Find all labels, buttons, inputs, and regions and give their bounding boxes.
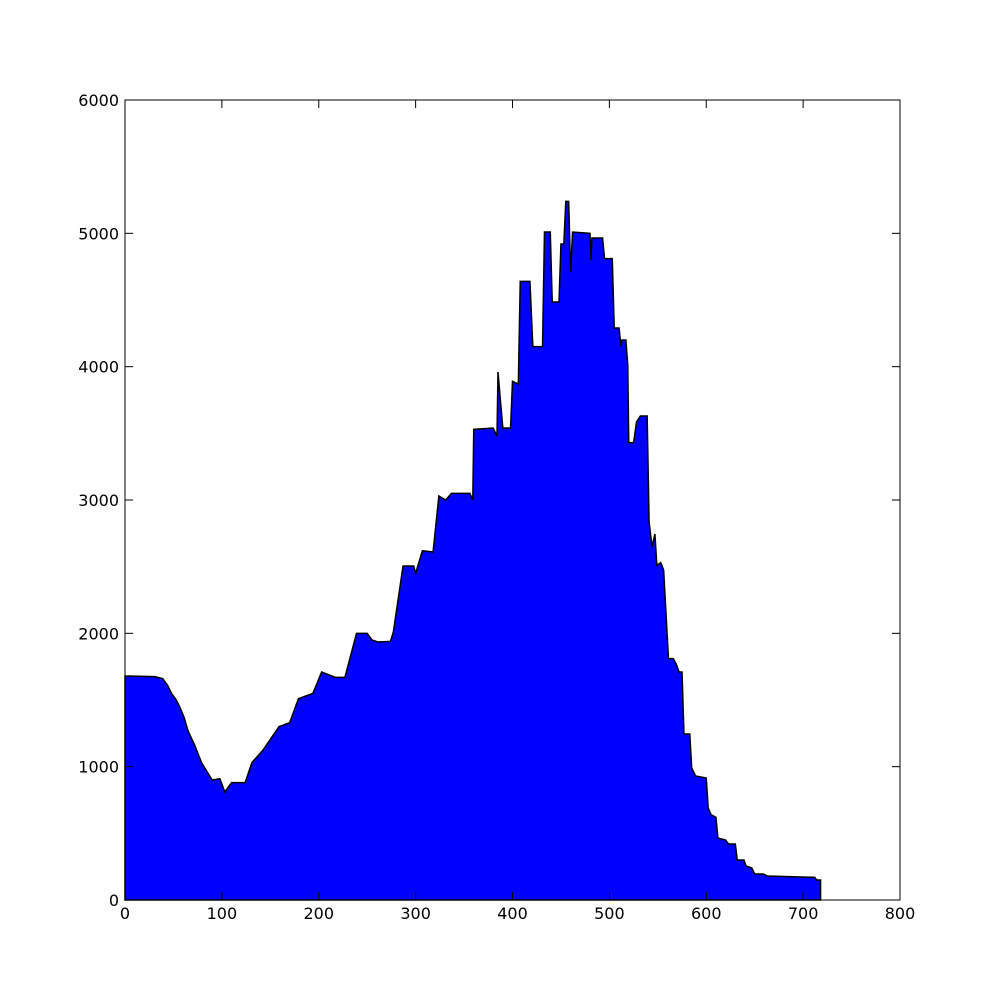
area bbox=[124, 200, 822, 901]
y-tick-label: 3000 bbox=[78, 491, 119, 510]
y-tick-label: 0 bbox=[109, 891, 119, 910]
y-tick-label: 6000 bbox=[78, 91, 119, 110]
y-tick-label: 5000 bbox=[78, 224, 119, 243]
x-tick-label: 100 bbox=[207, 904, 238, 923]
x-tick-label: 500 bbox=[594, 904, 625, 923]
y-tick-label: 2000 bbox=[78, 624, 119, 643]
x-tick-label: 200 bbox=[303, 904, 334, 923]
x-tick-label: 700 bbox=[788, 904, 819, 923]
y-tick-label: 1000 bbox=[78, 758, 119, 777]
x-tick-label: 0 bbox=[120, 904, 130, 923]
x-tick-label: 400 bbox=[497, 904, 528, 923]
x-tick-label: 800 bbox=[885, 904, 916, 923]
y-tick-label: 4000 bbox=[78, 358, 119, 377]
x-tick-label: 600 bbox=[691, 904, 722, 923]
x-tick-label: 300 bbox=[400, 904, 431, 923]
